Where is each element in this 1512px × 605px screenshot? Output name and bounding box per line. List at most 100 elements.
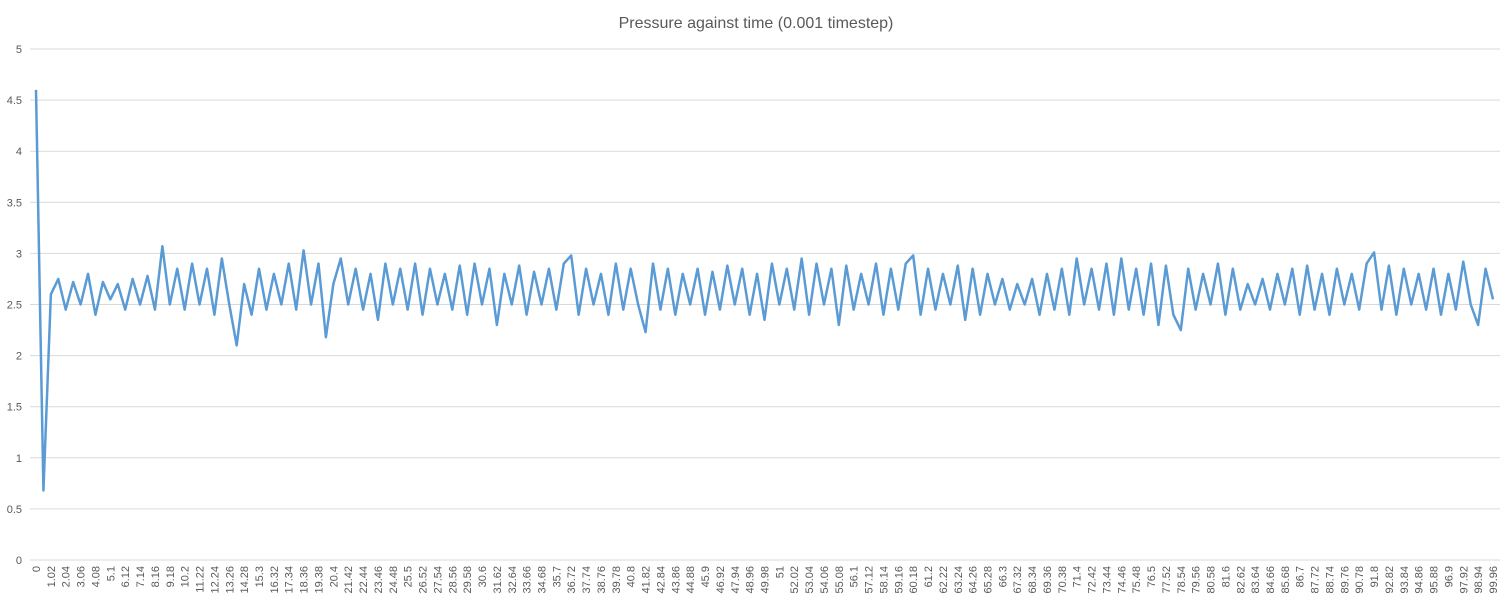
x-tick-label: 71.4	[1072, 566, 1084, 587]
x-tick-label: 20.4	[328, 566, 340, 587]
x-tick-label: 94.86	[1414, 566, 1426, 594]
x-tick-label: 23.46	[373, 566, 385, 594]
x-tick-label: 82.62	[1235, 566, 1247, 594]
x-tick-label: 66.3	[997, 566, 1009, 587]
x-tick-label: 0	[31, 566, 43, 572]
x-tick-label: 61.2	[923, 566, 935, 587]
x-tick-label: 90.78	[1354, 566, 1366, 594]
x-tick-label: 27.54	[432, 566, 444, 594]
y-tick-label: 5	[16, 44, 22, 56]
x-tick-label: 97.92	[1458, 566, 1470, 594]
x-tick-label: 69.36	[1042, 566, 1054, 594]
x-tick-label: 43.86	[670, 566, 682, 594]
y-tick-label: 0	[16, 555, 22, 567]
x-tick-label: 15.3	[254, 566, 266, 587]
x-tick-label: 8.16	[150, 566, 162, 587]
x-tick-label: 36.72	[566, 566, 578, 594]
y-tick-label: 1	[16, 453, 22, 465]
x-tick-label: 13.26	[224, 566, 236, 594]
x-tick-label: 67.32	[1012, 566, 1024, 594]
x-tick-label: 31.62	[492, 566, 504, 594]
x-tick-label: 95.88	[1429, 566, 1441, 594]
data-line	[34, 89, 1495, 492]
x-tick-label: 9.18	[165, 566, 177, 587]
x-tick-label: 37.74	[581, 566, 593, 594]
x-tick-label: 4.08	[90, 566, 102, 587]
x-tick-label: 54.06	[819, 566, 831, 594]
y-tick-label: 2.5	[7, 300, 22, 312]
x-tick-label: 57.12	[864, 566, 876, 594]
x-tick-label: 59.16	[893, 566, 905, 594]
y-tick-label: 2	[16, 351, 22, 363]
x-tick-label: 58.14	[878, 566, 890, 594]
x-tick-label: 40.8	[626, 566, 638, 587]
x-tick-label: 70.38	[1057, 566, 1069, 594]
x-tick-label: 79.56	[1191, 566, 1203, 594]
x-tick-label: 6.12	[120, 566, 132, 587]
x-tick-label: 99.96	[1488, 566, 1500, 594]
x-tick-label: 25.5	[403, 566, 415, 587]
x-tick-label: 22.44	[358, 566, 370, 594]
x-tick-label: 49.98	[760, 566, 772, 594]
x-tick-label: 5.1	[105, 566, 117, 581]
x-tick-label: 21.42	[343, 566, 355, 594]
x-tick-label: 55.08	[834, 566, 846, 594]
x-tick-label: 51	[774, 566, 786, 578]
x-tick-label: 98.94	[1473, 566, 1485, 594]
x-tick-label: 73.44	[1101, 566, 1113, 594]
x-tick-label: 74.46	[1116, 566, 1128, 594]
x-tick-label: 29.58	[462, 566, 474, 594]
x-tick-label: 52.02	[789, 566, 801, 594]
y-tick-label: 4.5	[7, 95, 22, 107]
x-tick-label: 56.1	[849, 566, 861, 587]
x-tick-label: 26.52	[418, 566, 430, 594]
x-tick-label: 85.68	[1280, 566, 1292, 594]
x-tick-label: 24.48	[388, 566, 400, 594]
x-tick-label: 68.34	[1027, 566, 1039, 594]
x-tick-label: 76.5	[1146, 566, 1158, 587]
x-tick-label: 1.02	[46, 566, 58, 587]
x-tick-label: 28.56	[447, 566, 459, 594]
x-tick-label: 16.32	[269, 566, 281, 594]
x-tick-label: 12.24	[209, 566, 221, 594]
x-tick-label: 91.8	[1369, 566, 1381, 587]
y-tick-label: 0.5	[7, 504, 22, 516]
x-tick-label: 19.38	[313, 566, 325, 594]
x-tick-label: 18.36	[299, 566, 311, 594]
chart-title: Pressure against time (0.001 timestep)	[619, 15, 894, 32]
x-tick-label: 14.28	[239, 566, 251, 594]
y-tick-label: 4	[16, 146, 22, 158]
y-tick-label: 1.5	[7, 402, 22, 414]
x-tick-label: 63.24	[953, 566, 965, 594]
x-tick-label: 35.7	[551, 566, 563, 587]
x-tick-label: 33.66	[522, 566, 534, 594]
x-tick-label: 32.64	[507, 566, 519, 594]
x-tick-label: 83.64	[1250, 566, 1262, 594]
x-tick-label: 39.78	[611, 566, 623, 594]
x-tick-label: 87.72	[1310, 566, 1322, 594]
x-tick-label: 45.9	[700, 566, 712, 587]
x-tick-label: 93.84	[1399, 566, 1411, 594]
x-tick-label: 10.2	[180, 566, 192, 587]
y-tick-label: 3	[16, 248, 22, 260]
x-tick-label: 81.6	[1220, 566, 1232, 587]
x-tick-label: 7.14	[135, 566, 147, 587]
x-tick-label: 44.88	[685, 566, 697, 594]
x-tick-label: 78.54	[1176, 566, 1188, 594]
x-tick-label: 84.66	[1265, 566, 1277, 594]
x-tick-label: 34.68	[536, 566, 548, 594]
x-tick-label: 80.58	[1206, 566, 1218, 594]
x-tick-label: 62.22	[938, 566, 950, 594]
x-tick-label: 46.92	[715, 566, 727, 594]
x-tick-label: 75.48	[1131, 566, 1143, 594]
x-tick-label: 60.18	[908, 566, 920, 594]
x-tick-label: 96.9	[1443, 566, 1455, 587]
x-tick-label: 72.42	[1087, 566, 1099, 594]
x-tick-label: 92.82	[1384, 566, 1396, 594]
y-tick-label: 3.5	[7, 197, 22, 209]
x-tick-label: 65.28	[983, 566, 995, 594]
x-tick-label: 77.52	[1161, 566, 1173, 594]
x-tick-label: 41.82	[641, 566, 653, 594]
x-tick-label: 48.96	[745, 566, 757, 594]
